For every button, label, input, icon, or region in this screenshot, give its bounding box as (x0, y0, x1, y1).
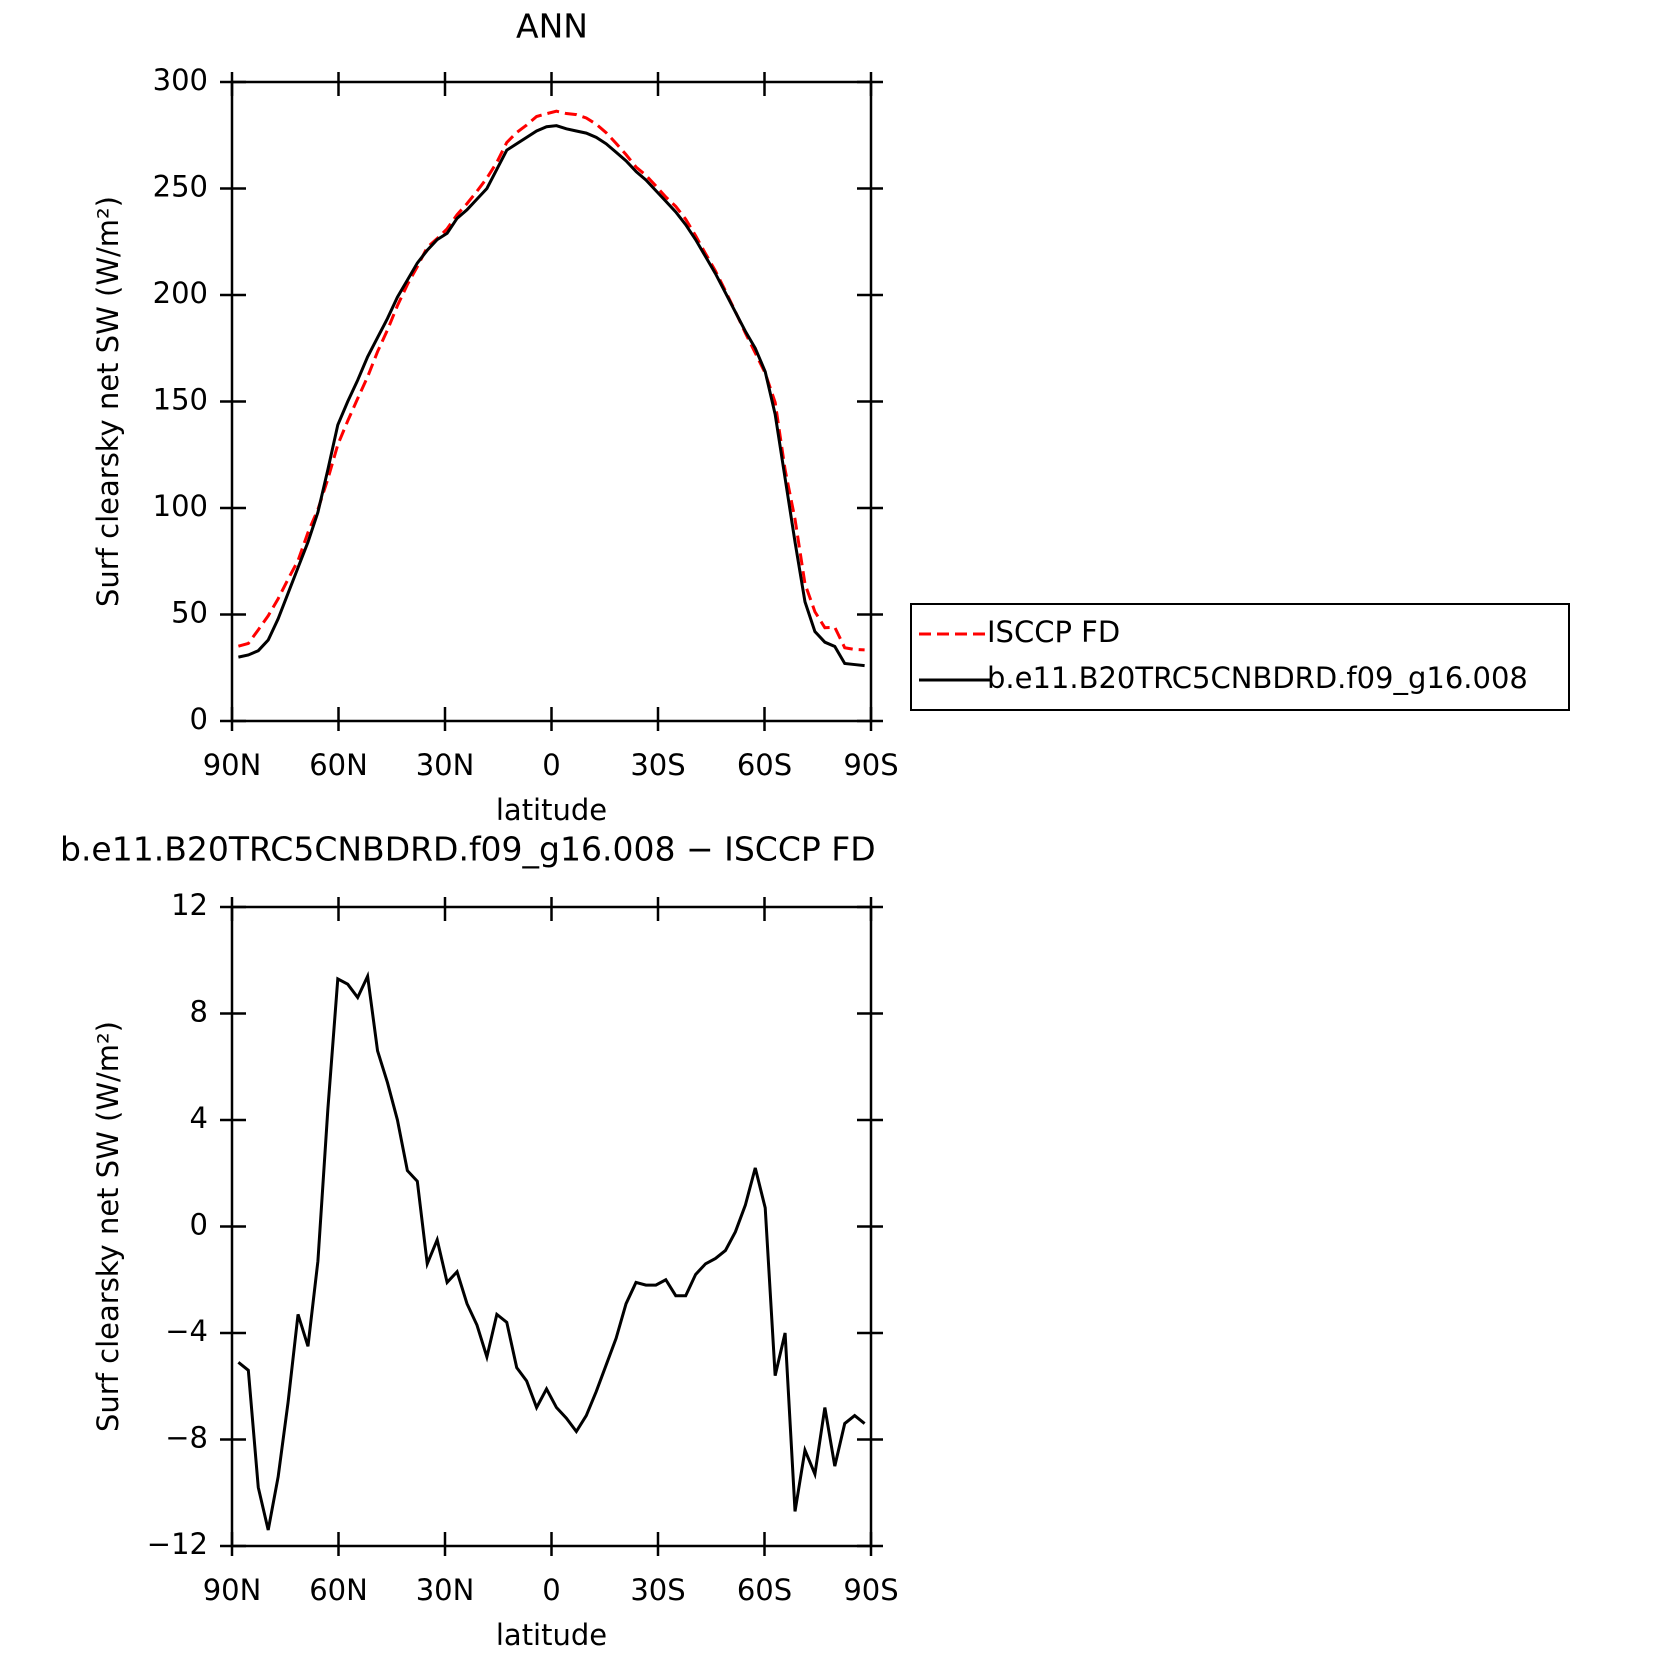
x-tick-label: 60N (309, 748, 368, 782)
y-axis-label: Surf clearsky net SW (W/m²) (91, 196, 125, 607)
y-tick-label: 300 (153, 63, 208, 97)
x-tick-label: 30N (416, 748, 475, 782)
y-tick-label: 250 (153, 170, 208, 204)
x-tick-label: 90S (843, 748, 898, 782)
x-tick-label: 0 (542, 1573, 560, 1607)
x-tick-label: 30S (630, 748, 685, 782)
y-tick-label: 150 (153, 383, 208, 417)
data-line (237, 109, 865, 652)
x-tick-label: 60N (309, 1573, 368, 1607)
legend-label: ISCCP FD (987, 615, 1120, 649)
legend-box (910, 603, 1570, 711)
y-tick-label: −12 (147, 1527, 208, 1561)
y-tick-label: 0 (190, 1208, 208, 1242)
legend-label: b.e11.B20TRC5CNBDRD.f09_g16.008 (987, 661, 1528, 695)
chart-title: ANN (516, 7, 588, 46)
x-axis-label: latitude (496, 793, 607, 827)
y-tick-label: 0 (190, 702, 208, 736)
y-tick-label: 100 (153, 489, 208, 523)
data-line (237, 970, 866, 1531)
y-tick-label: 50 (171, 596, 208, 630)
x-tick-label: 30S (630, 1573, 685, 1607)
x-tick-label: 0 (542, 748, 560, 782)
data-line (238, 124, 865, 668)
x-tick-label: 60S (737, 748, 792, 782)
plot-frame (230, 905, 873, 1548)
y-tick-label: 4 (190, 1101, 208, 1135)
x-tick-label: 30N (416, 1573, 475, 1607)
y-tick-label: −4 (165, 1314, 208, 1348)
x-tick-label: 90N (203, 1573, 262, 1607)
x-tick-label: 90N (203, 748, 262, 782)
y-axis-label: Surf clearsky net SW (W/m²) (91, 1021, 125, 1432)
x-axis-label: latitude (496, 1618, 607, 1652)
y-tick-label: −8 (165, 1421, 208, 1455)
y-tick-label: 8 (190, 995, 208, 1029)
chart-title: b.e11.B20TRC5CNBDRD.f09_g16.008 − ISCCP … (60, 830, 876, 869)
x-tick-label: 60S (737, 1573, 792, 1607)
y-tick-label: 12 (171, 888, 208, 922)
y-tick-label: 200 (153, 276, 208, 310)
x-tick-label: 90S (843, 1573, 898, 1607)
